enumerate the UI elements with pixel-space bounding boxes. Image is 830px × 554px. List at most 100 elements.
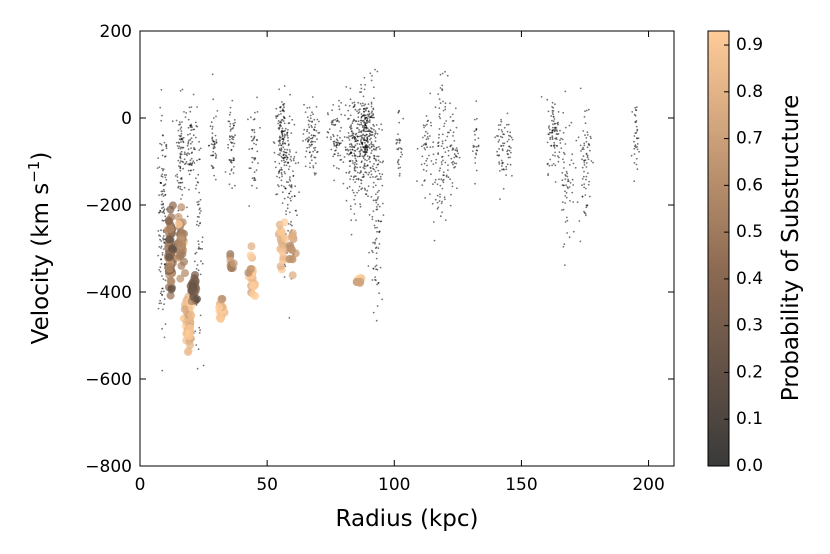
background-point [549,158,552,161]
background-point [163,141,166,144]
background-point [212,150,215,153]
x-tick-label: 100 [378,475,410,495]
background-point [284,265,287,267]
background-point [369,138,371,141]
background-point [474,156,477,159]
background-point [425,159,428,162]
background-point [434,106,437,109]
background-point [355,175,357,178]
background-point [344,104,347,107]
background-point [289,93,291,96]
background-point [356,110,358,112]
background-point [187,126,190,129]
background-point [547,127,550,129]
background-point [278,136,281,139]
substructure-point [187,311,196,320]
background-point [509,131,512,134]
background-point [439,102,442,105]
background-point [353,169,356,172]
background-point [194,252,197,255]
background-point [198,332,201,334]
background-point [452,131,455,134]
background-point [372,167,374,170]
background-point [370,79,373,82]
background-point [449,178,451,181]
background-point [367,110,370,113]
background-point [557,155,559,158]
background-point [315,106,318,108]
background-point [280,148,283,151]
background-point [171,120,174,123]
background-point [547,173,550,175]
background-point [363,137,366,139]
background-point [564,195,567,197]
background-point [634,121,637,123]
background-point [559,142,562,144]
background-point [282,120,285,122]
substructure-point [189,292,198,301]
background-point [510,147,512,149]
background-point [446,146,448,149]
background-point [231,187,234,190]
background-point [282,153,285,156]
background-point [273,151,276,154]
background-point [279,149,281,152]
background-point [445,175,448,178]
background-point [201,262,204,265]
colorbar-tick-label: 0.4 [736,269,763,289]
background-point [183,158,186,161]
substructure-point [189,280,198,288]
background-point [455,154,457,157]
background-point [308,126,311,129]
background-point [188,139,190,142]
background-point [278,88,280,91]
background-point [296,214,298,217]
background-point [354,165,357,168]
background-point [282,108,284,111]
background-point [361,102,364,105]
background-point [635,120,638,122]
background-point [327,113,329,116]
substructure-point [180,305,189,314]
background-point [161,252,164,254]
background-point [587,183,590,186]
background-point [278,185,280,188]
background-point [559,139,561,142]
background-point [229,130,232,132]
background-point [309,145,312,147]
background-point [359,119,362,122]
y-tick-label: 200 [100,22,132,42]
background-point [336,143,338,146]
background-point [288,165,291,168]
background-point [473,130,476,133]
background-point [159,182,162,184]
background-point [472,144,475,147]
background-point [338,142,341,145]
background-point [561,171,564,174]
background-point [562,111,565,114]
background-point [281,101,283,103]
background-point [161,369,164,372]
background-point [161,200,163,203]
background-point [502,168,505,171]
background-point [290,160,293,162]
background-point [212,143,215,146]
background-point [290,132,293,135]
background-point [395,138,398,141]
background-point [444,106,447,108]
background-point [188,173,191,176]
background-point [450,144,453,147]
background-point [563,243,566,246]
background-point [371,165,374,168]
background-point [352,120,354,123]
background-point [308,151,311,154]
background-point [305,150,308,153]
background-point [179,162,181,164]
background-point [373,135,376,137]
background-point [311,96,314,98]
background-point [552,113,554,116]
background-point [288,122,291,124]
background-point [188,153,191,155]
background-point [376,178,379,181]
background-point [368,171,371,174]
